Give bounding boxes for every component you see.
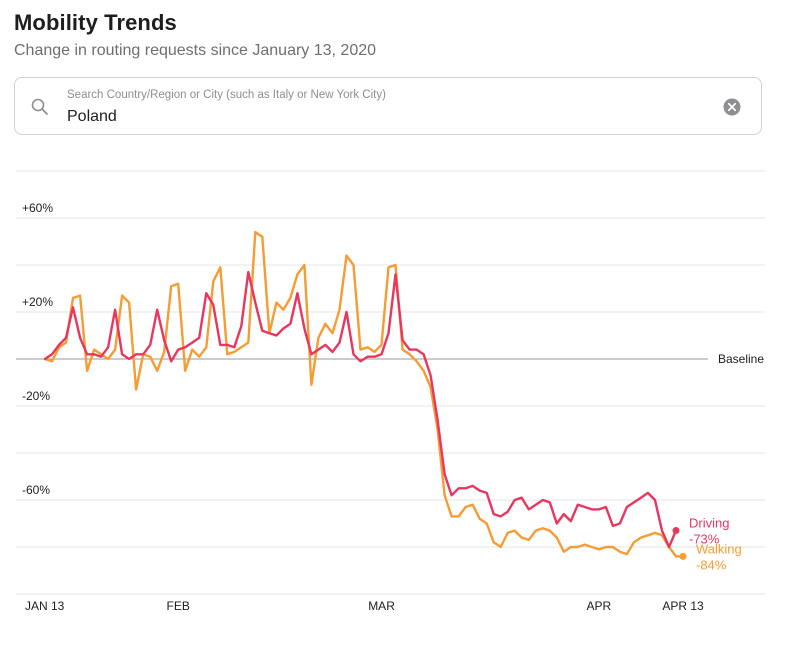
page-title: Mobility Trends	[14, 10, 177, 35]
baseline-label: Baseline	[718, 352, 764, 366]
series-line-walking	[43, 230, 685, 558]
search-icon	[31, 98, 48, 115]
y-axis-ticks: +60% +20% -20% -60%	[22, 201, 53, 497]
page-subtitle: Change in routing requests since January…	[14, 42, 377, 59]
clear-icon[interactable]	[723, 98, 741, 116]
gridlines	[16, 170, 765, 595]
series-end-dot-driving	[672, 527, 680, 535]
series-end-dot-walking	[679, 552, 687, 560]
x-tick-label: JAN 13	[25, 599, 65, 613]
search-placeholder: Search Country/Region or City (such as I…	[67, 89, 386, 101]
y-tick-label: -20%	[22, 389, 50, 403]
x-tick-label: APR 13	[662, 599, 704, 613]
x-tick-label: APR	[587, 599, 612, 613]
mobility-chart: Baseline +60% +20% -20% -60% JAN 13 FEB MAR AP…	[16, 170, 765, 613]
series-line-driving	[43, 270, 678, 549]
series-lines	[43, 230, 687, 560]
series-end-labels: Driving-73%Walking-84%	[689, 516, 742, 573]
y-tick-label: +60%	[22, 201, 53, 215]
series-value-label-driving: -73%	[689, 532, 720, 547]
series-name-label-walking: Walking	[696, 541, 742, 556]
x-tick-label: MAR	[368, 599, 395, 613]
series-value-label-walking: -84%	[696, 557, 727, 572]
search-box[interactable]: Search Country/Region or City (such as I…	[14, 77, 762, 135]
y-tick-label: +20%	[22, 295, 53, 309]
x-tick-label: FEB	[167, 599, 190, 613]
search-input[interactable]: Poland	[67, 108, 117, 125]
x-axis-ticks: JAN 13 FEB MAR APR APR 13	[25, 599, 704, 613]
series-name-label-driving: Driving	[689, 516, 729, 531]
y-tick-label: -60%	[22, 483, 50, 497]
